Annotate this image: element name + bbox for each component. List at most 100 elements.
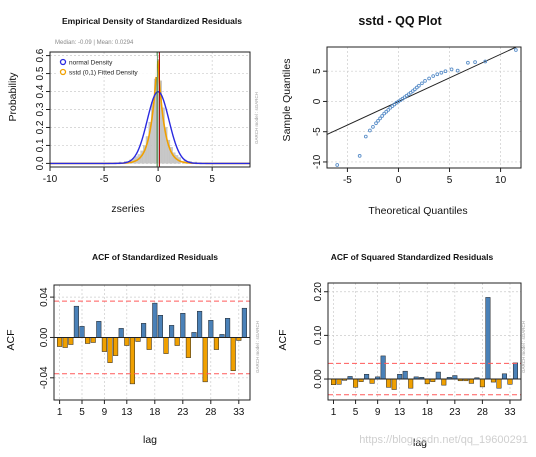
- qq-plot-frame: [326, 46, 522, 169]
- density-ticks: -10 -5 0 5 0.0 0.1 0.2 0.3 0.4 0.5 0.6: [35, 48, 215, 185]
- acf-bar: [208, 320, 214, 338]
- acf-panel: ACF of Standardized Residuals 1 5 9 13 18 23 2…: [5, 252, 260, 446]
- x-tick-label: 13: [394, 407, 406, 418]
- y-tick-label: 0.00: [313, 369, 324, 389]
- acf-squared-ylabel: ACF: [277, 330, 289, 351]
- y-tick-label: 0.10: [313, 325, 324, 345]
- acf-bar: [386, 378, 392, 388]
- acf-bar: [85, 337, 91, 344]
- y-tick-label: 0: [312, 98, 323, 104]
- acf-bar: [135, 337, 141, 342]
- acf-bar: [364, 373, 370, 380]
- y-tick-label: -0.04: [39, 366, 50, 389]
- qq-point: [357, 154, 362, 158]
- histogram-bar: [167, 139, 171, 164]
- x-tick-label: 18: [149, 407, 161, 418]
- acf-bar: [141, 323, 147, 338]
- acf-grid: [54, 285, 250, 400]
- qq-point: [335, 163, 340, 167]
- qq-point: [483, 59, 488, 64]
- qq-point: [466, 60, 470, 65]
- acf-squared-xlabel: lag: [413, 437, 427, 449]
- y-tick-label: 0.6: [35, 48, 46, 62]
- acf-squared-ticks: 1 5 9 13 18 23 28 33 0.00 0.10 0.20: [313, 282, 516, 418]
- acf-bar: [501, 373, 507, 380]
- acf-ticks: 1 5 9 13 18 23 28 33 -0.04 0.00 0.04: [39, 287, 245, 418]
- density-plot-frame: [49, 51, 251, 168]
- x-tick-label: 10: [495, 175, 507, 186]
- legend-sstd-marker: [59, 68, 67, 76]
- acf-bar: [468, 378, 474, 384]
- acf-bar: [118, 328, 124, 338]
- x-tick-label: -10: [43, 174, 58, 185]
- qq-point: [374, 121, 378, 126]
- y-tick-label: 0.1: [35, 138, 46, 152]
- histogram-bar: [148, 121, 152, 164]
- y-tick-label: 0.3: [35, 102, 46, 116]
- x-tick-label: 18: [422, 407, 434, 418]
- qq-point: [363, 134, 368, 139]
- acf-bar: [197, 310, 203, 338]
- acf-bar: [225, 318, 231, 338]
- y-tick-label: 5: [312, 68, 323, 74]
- qq-xlabel: Theoretical Quantiles: [368, 205, 467, 217]
- qq-points: [335, 48, 518, 167]
- acf-bar: [79, 326, 85, 338]
- x-tick-label: 33: [233, 407, 245, 418]
- qq-point: [435, 72, 440, 77]
- acf-ylabel: ACF: [5, 330, 17, 351]
- acf-plot-frame: [53, 284, 251, 401]
- x-tick-label: 13: [121, 407, 133, 418]
- x-tick-label: 28: [205, 407, 217, 418]
- qq-point: [443, 69, 448, 74]
- y-tick-label: -10: [312, 154, 323, 169]
- qq-point: [376, 118, 380, 123]
- acf-bar: [230, 337, 236, 371]
- acf-bar: [90, 337, 96, 343]
- histogram-bar: [145, 136, 149, 164]
- qq-point: [420, 81, 424, 86]
- x-tick-label: 23: [177, 407, 189, 418]
- acf-bar: [169, 325, 175, 338]
- qq-grid: [327, 47, 521, 168]
- acf-bars: [54, 300, 250, 385]
- acf-bar: [213, 337, 219, 350]
- density-lines: [50, 52, 250, 167]
- acf-bar: [496, 378, 502, 389]
- qq-point: [449, 67, 454, 72]
- y-tick-label: 0.20: [313, 282, 324, 302]
- x-tick-label: 9: [102, 407, 108, 418]
- density-ylabel: Probability: [7, 72, 19, 122]
- y-tick-label: 0.00: [39, 327, 50, 347]
- acf-bar: [157, 315, 163, 338]
- acf-bar: [62, 337, 68, 348]
- acf-bar: [107, 337, 113, 363]
- x-tick-label: -5: [100, 174, 109, 185]
- qq-point: [384, 109, 389, 114]
- qq-reference-line: [326, 46, 517, 135]
- acf-bar: [512, 362, 518, 380]
- acf-bar: [163, 337, 169, 354]
- acf-bar: [441, 378, 447, 386]
- acf-bar: [479, 378, 485, 388]
- acf-bar: [397, 373, 403, 380]
- acf-bar: [424, 378, 430, 385]
- x-tick-label: 33: [504, 407, 516, 418]
- acf-bar: [68, 337, 74, 345]
- acf-bar: [408, 378, 414, 389]
- density-panel: Empirical Density of Standardized Residu…: [7, 16, 259, 215]
- qq-ylabel: Sample Quantiles: [281, 59, 293, 142]
- density-legend: normal Density sstd (0,1) Fitted Density: [57, 56, 157, 77]
- acf-bar: [485, 297, 491, 380]
- x-tick-label: 1: [331, 407, 337, 418]
- qq-point: [427, 76, 431, 81]
- acf-squared-panel: ACF of Squared Standardized Residuals 1 5…: [277, 252, 526, 449]
- x-tick-label: 9: [375, 407, 381, 418]
- density-subtitle: Median: -0.09 | Mean: 0.0294: [55, 40, 134, 46]
- qq-point: [431, 74, 436, 78]
- density-title: Empirical Density of Standardized Residu…: [62, 16, 242, 26]
- acf-bar: [129, 337, 135, 385]
- acf-bar: [180, 312, 186, 338]
- acf-title: ACF of Standardized Residuals: [92, 252, 218, 262]
- x-tick-label: 5: [209, 174, 215, 185]
